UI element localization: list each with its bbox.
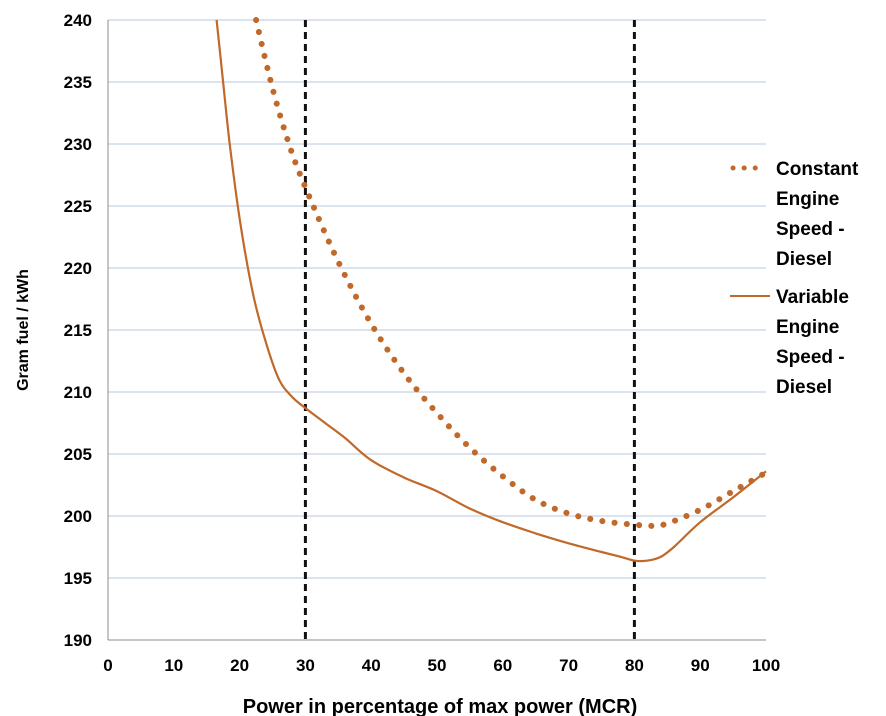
series-line-constant-speed bbox=[253, 17, 769, 529]
x-axis-title: Power in percentage of max power (MCR) bbox=[243, 696, 638, 716]
x-tick-0: 0 bbox=[103, 656, 112, 675]
x-tick-labels: 0 10 20 30 40 50 60 70 80 90 100 bbox=[103, 656, 780, 675]
x-tick-30: 30 bbox=[296, 656, 315, 675]
y-tick-235: 235 bbox=[64, 73, 92, 92]
y-tick-215: 215 bbox=[64, 321, 92, 340]
series-line-variable-speed bbox=[215, 19, 767, 563]
legend-line: Variable bbox=[776, 287, 849, 308]
y-tick-240: 240 bbox=[64, 11, 92, 30]
legend: Constant Engine Speed - Diesel Variable Engi… bbox=[730, 159, 859, 398]
legend-line: Speed - bbox=[776, 219, 845, 240]
y-tick-labels: 190 195 200 205 210 215 220 225 230 235 240 bbox=[64, 11, 92, 650]
grid-lines bbox=[108, 19, 766, 579]
y-tick-200: 200 bbox=[64, 507, 92, 526]
legend-line: Diesel bbox=[776, 377, 832, 398]
x-tick-10: 10 bbox=[164, 656, 183, 675]
y-tick-225: 225 bbox=[64, 197, 92, 216]
y-tick-195: 195 bbox=[64, 569, 92, 588]
y-axis-title: Gram fuel / kWh bbox=[15, 269, 32, 391]
y-tick-210: 210 bbox=[64, 383, 92, 402]
legend-line: Engine bbox=[776, 189, 839, 210]
axes bbox=[107, 20, 766, 641]
y-tick-190: 190 bbox=[64, 631, 92, 650]
legend-label-constant-speed: Constant Engine Speed - Diesel bbox=[776, 159, 859, 270]
x-tick-50: 50 bbox=[428, 656, 447, 675]
x-tick-20: 20 bbox=[230, 656, 249, 675]
legend-line: Constant bbox=[776, 159, 859, 180]
legend-line: Diesel bbox=[776, 249, 832, 270]
legend-line: Speed - bbox=[776, 347, 845, 368]
x-tick-90: 90 bbox=[691, 656, 710, 675]
x-tick-40: 40 bbox=[362, 656, 381, 675]
legend-line: Engine bbox=[776, 317, 839, 338]
y-tick-205: 205 bbox=[64, 445, 92, 464]
x-tick-60: 60 bbox=[493, 656, 512, 675]
reference-lines bbox=[303, 20, 636, 640]
x-tick-70: 70 bbox=[559, 656, 578, 675]
x-tick-100: 100 bbox=[752, 656, 780, 675]
y-tick-220: 220 bbox=[64, 259, 92, 278]
series bbox=[215, 17, 769, 563]
y-tick-230: 230 bbox=[64, 135, 92, 154]
x-tick-80: 80 bbox=[625, 656, 644, 675]
legend-label-variable-speed: Variable Engine Speed - Diesel bbox=[776, 287, 849, 398]
